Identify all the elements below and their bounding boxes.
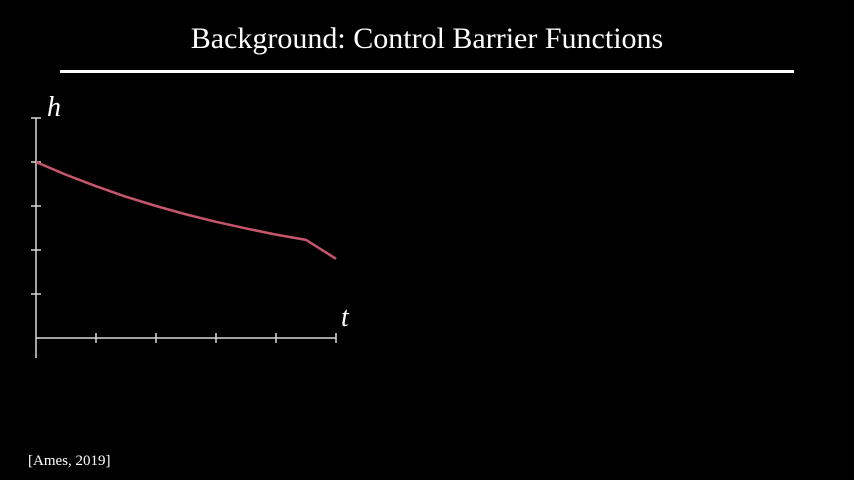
title-underline xyxy=(60,70,794,73)
chart-ticks xyxy=(31,117,337,343)
chart-axes xyxy=(35,118,336,358)
x-axis-label: t xyxy=(341,302,350,333)
slide-title: Background: Control Barrier Functions xyxy=(190,22,664,55)
series-line-0 xyxy=(35,160,337,260)
citation: [Ames, 2019] xyxy=(28,453,111,469)
chart-series xyxy=(35,160,337,260)
y-axis-label: h xyxy=(47,92,61,123)
